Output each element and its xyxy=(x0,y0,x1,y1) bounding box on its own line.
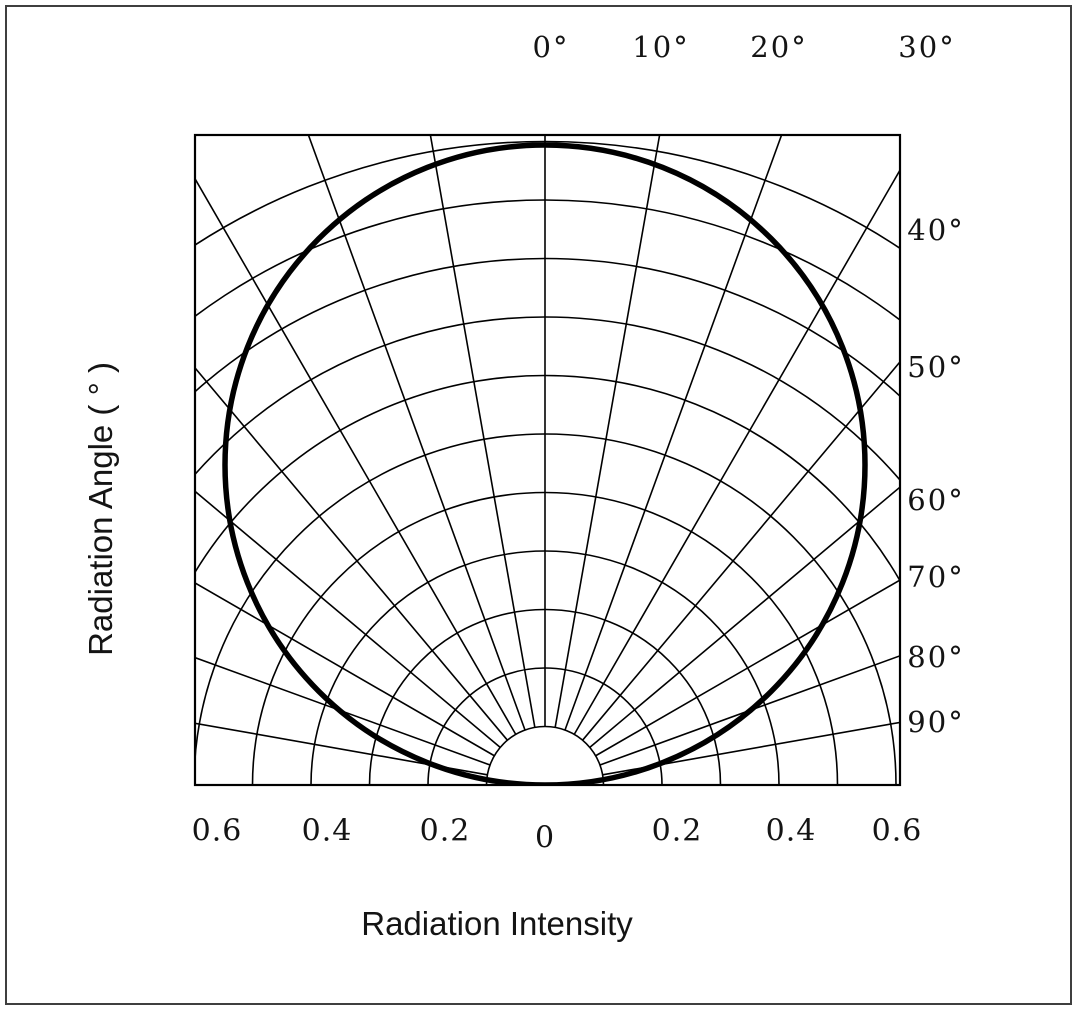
angle-label-top-20deg: 20° xyxy=(750,30,808,64)
intensity-tick-label-6: 0.6 xyxy=(871,813,923,849)
intensity-tick-label-4: 0.2 xyxy=(651,813,703,849)
angle-label-right-70deg: 70° xyxy=(907,560,965,594)
angle-label-right-60deg: 60° xyxy=(907,483,965,517)
intensity-tick-label-2: 0.2 xyxy=(419,813,471,849)
angle-label-right-50deg: 50° xyxy=(907,350,965,384)
angle-label-right-40deg: 40° xyxy=(907,213,965,247)
angle-label-top-30deg: 30° xyxy=(898,30,956,64)
angle-label-top-10deg: 10° xyxy=(632,30,690,64)
plot-border xyxy=(193,133,902,787)
angle-label-right-90deg: 90° xyxy=(907,705,965,739)
angle-label-right-80deg: 80° xyxy=(907,640,965,674)
intensity-tick-label-1: 0.4 xyxy=(301,813,353,849)
x-axis-title: Radiation Intensity xyxy=(361,905,633,942)
radiation-pattern-curve xyxy=(222,142,868,785)
angle-label-top-0deg: 0° xyxy=(532,30,570,64)
intensity-tick-label-5: 0.4 xyxy=(765,813,817,849)
intensity-tick-label-3: 0 xyxy=(534,820,556,856)
intensity-tick-label-0: 0.6 xyxy=(191,813,243,849)
y-axis-title: Radiation Angle ( ° ) xyxy=(82,362,119,656)
